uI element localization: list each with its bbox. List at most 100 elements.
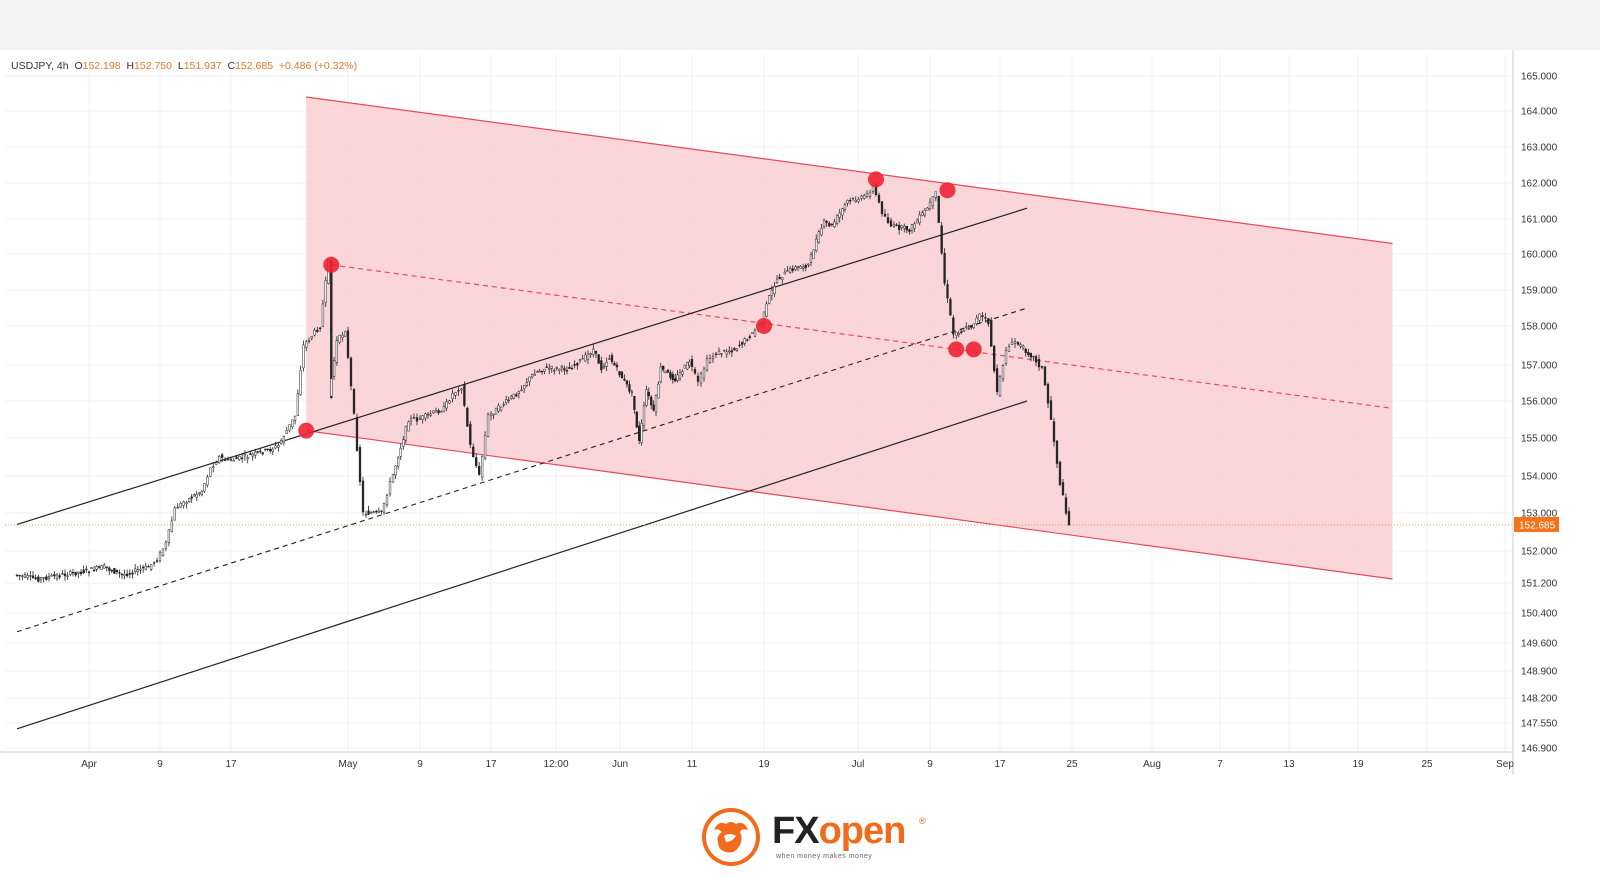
candle [520,385,523,392]
candle [740,341,744,349]
candle [377,507,381,514]
candle [256,450,259,454]
candle [835,214,839,226]
candle-body [193,494,196,497]
candle-body [725,351,728,355]
candle [589,352,592,358]
candle [1040,365,1044,370]
candle [190,493,193,504]
candle [620,371,624,379]
candle [42,576,45,583]
candle [674,373,677,383]
candle-body [332,360,336,377]
y-tick-label: 147.550 [1521,719,1558,730]
candle-body [123,573,126,577]
candle-body [113,568,116,574]
candle [696,372,700,387]
candle-body [110,570,113,572]
candle [690,355,694,372]
candle [82,565,85,575]
candle-body [434,410,438,413]
pivot-markers [298,171,982,439]
candle [139,564,142,574]
x-tick-label: 25 [1066,759,1078,770]
candle-body [908,229,911,232]
candle-body [229,459,233,461]
candle [302,340,305,372]
candle-body [615,364,619,368]
candle-body [69,571,72,575]
candle [486,412,490,438]
candle-body [900,225,903,228]
candle-body [883,213,887,217]
candle-body [578,359,582,362]
candle [550,365,553,373]
candle [642,401,646,430]
candle-body [26,575,29,578]
candle [131,569,134,579]
candle-body [424,413,427,419]
candle-body [29,575,32,577]
candle [1049,395,1053,420]
candle-body [369,512,373,514]
candle-body [528,376,531,382]
candle-body [206,476,209,486]
candle-body [714,353,718,356]
candle [45,574,48,581]
candle [170,516,173,533]
candle [952,314,955,339]
price-chart[interactable]: 165.000 164.000 163.000 162.000 161.000 160.0… [0,0,1600,795]
candle [714,352,718,358]
candle-body [164,541,168,549]
candle [910,223,914,234]
candle-body [738,344,741,347]
candle [525,377,528,388]
candle [158,550,162,563]
candle-body [190,496,193,499]
candle [492,413,495,420]
candle [66,572,69,580]
candle-body [161,548,165,557]
candle [288,424,291,433]
candle-body [1043,366,1047,386]
candle-body [693,368,697,374]
legend-open: 152.198 [82,60,121,72]
candle-body [581,358,584,360]
legend-symbol: USDJPY [11,60,52,72]
candle-body [854,199,857,203]
candle [773,281,776,298]
candle [857,196,860,204]
candle-body [770,289,773,296]
candle-body [432,410,435,414]
candle-body [90,567,93,570]
candle-body [437,410,440,414]
candle [838,208,841,223]
candle-body [735,348,739,351]
candle [136,565,139,576]
candle-body [905,226,909,231]
candle [528,376,531,386]
x-tick-label: 7 [1217,759,1223,770]
candle-body [288,424,291,431]
candle [955,331,958,340]
candle [115,569,119,575]
candle [802,263,805,272]
candle-body [835,215,839,224]
candle [678,368,682,382]
candle-body [851,197,855,200]
candle-body [886,217,890,223]
candle [161,548,165,557]
candle [74,571,77,577]
candle-body [478,465,481,475]
candle-body [195,494,198,498]
candle [536,370,539,373]
candle-body [597,354,600,364]
candle [555,366,558,371]
candle [266,448,269,452]
candle-body [269,448,272,452]
candle-body [1027,352,1030,355]
pivot-marker [868,171,884,188]
candle-body [943,252,946,284]
candle [310,335,313,341]
candle-body [361,480,365,513]
